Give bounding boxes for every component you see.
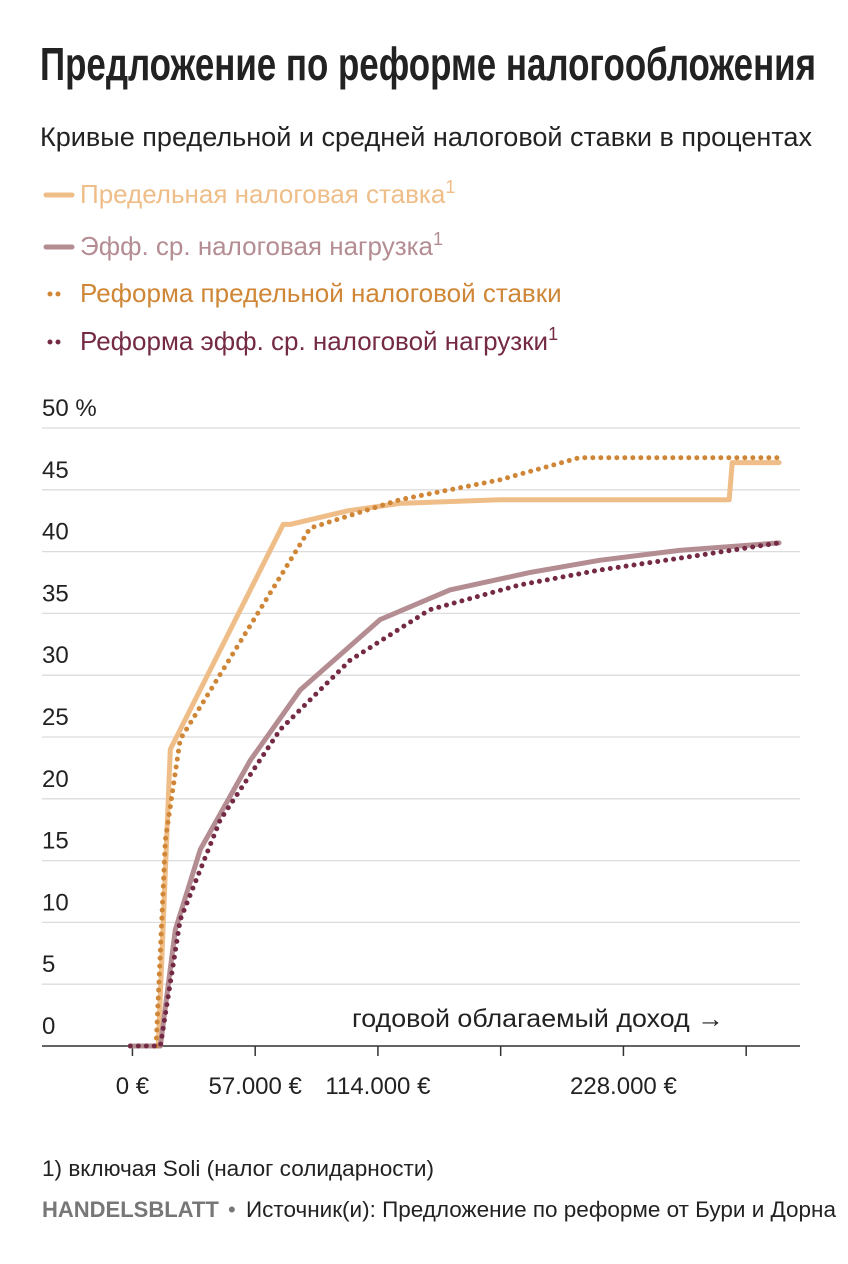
legend-note: 1	[548, 324, 558, 344]
legend-note: 1	[433, 229, 443, 249]
legend-label: Эфф. ср. налоговая нагрузка1	[80, 229, 443, 261]
y-tick-label: 50 %	[42, 395, 97, 422]
y-tick-label: 30	[42, 642, 69, 669]
source-brand: HANDELSBLATT	[42, 1197, 219, 1222]
legend-label: Реформа эфф. ср. налоговой нагрузки1	[80, 324, 558, 356]
source-text: Источник(и): Предложение по реформе от Б…	[246, 1197, 837, 1222]
y-tick-label: 20	[42, 766, 69, 793]
y-tick-label: 45	[42, 457, 69, 484]
source-separator: •	[228, 1197, 236, 1222]
legend-text: Реформа предельной налоговой ставки	[80, 278, 562, 308]
x-tick-label: 57.000 €	[208, 1073, 302, 1100]
y-tick-label: 15	[42, 828, 69, 855]
y-tick-label: 0	[42, 1013, 55, 1040]
legend-text: Эфф. ср. налоговая нагрузка	[80, 231, 434, 261]
y-tick-label: 40	[42, 519, 69, 546]
x-tick-label: 0 €	[116, 1073, 150, 1100]
series-line	[127, 540, 782, 1049]
y-tick-label: 35	[42, 580, 69, 607]
legend-text: Предельная налоговая ставка	[80, 179, 446, 209]
legend-label: Предельная налоговая ставка1	[80, 177, 455, 209]
chart-subtitle: Кривые предельной и средней налоговой ст…	[40, 122, 812, 152]
series-line	[127, 540, 782, 1049]
y-tick-label: 10	[42, 889, 69, 916]
series-line	[153, 455, 782, 1049]
legend-label: Реформа предельной налоговой ставки	[80, 278, 562, 308]
legend-note: 1	[445, 177, 455, 197]
x-tick-label: 114.000 €	[325, 1073, 431, 1100]
y-tick-label: 25	[42, 704, 69, 731]
legend-text: Реформа эфф. ср. налоговой нагрузки	[80, 326, 548, 356]
x-tick-label: 228.000 €	[570, 1073, 677, 1100]
y-tick-label: 5	[42, 951, 55, 978]
axis-annotation: годовой облагаемый доход →	[352, 1005, 724, 1033]
footnote: 1) включая Soli (налог солидарности)	[42, 1156, 434, 1181]
chart-title: Предложение по реформе налогообложения	[40, 38, 816, 90]
